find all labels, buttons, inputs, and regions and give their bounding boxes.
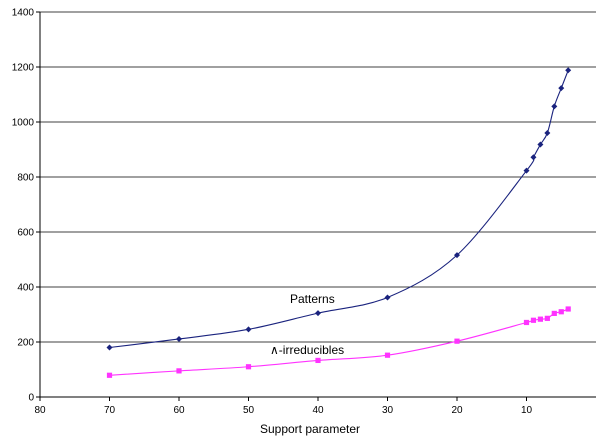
x-axis-title: Support parameter	[260, 422, 360, 436]
x-tick-label: 40	[312, 405, 324, 416]
data-point-irreducibles	[454, 338, 460, 344]
data-point-patterns	[384, 294, 391, 301]
data-point-patterns	[551, 103, 558, 110]
x-tick-label: 50	[243, 405, 255, 416]
y-tick-label: 800	[17, 173, 34, 184]
data-point-irreducibles	[176, 368, 182, 374]
axes	[36, 11, 596, 401]
tick-labels: 0 200 400 600 800 1000 1200 1400 80 70 60 50 40 30 20 1…	[12, 8, 533, 417]
data-point-patterns	[245, 326, 252, 333]
x-tick-label: 80	[34, 405, 46, 416]
y-tick-label: 200	[17, 338, 34, 349]
x-tick-label: 20	[451, 405, 463, 416]
data-point-irreducibles	[544, 315, 550, 321]
data-point-irreducibles	[315, 357, 321, 364]
data-point-patterns	[530, 154, 537, 161]
data-point-patterns	[565, 67, 572, 74]
series-line-0	[109, 70, 569, 349]
data-point-irreducibles	[558, 309, 564, 315]
data-point-irreducibles	[523, 319, 530, 326]
data-point-irreducibles	[530, 317, 537, 323]
x-tick-label: 10	[521, 405, 533, 416]
x-tick-label: 70	[104, 405, 116, 416]
x-tick-label: 60	[173, 405, 185, 416]
y-tick-label: 600	[17, 228, 34, 239]
data-point-irreducibles	[565, 306, 571, 312]
y-tick-label: 1400	[12, 8, 35, 19]
data-point-patterns	[176, 335, 182, 342]
data-point-patterns	[523, 167, 530, 174]
data-point-irreducibles	[106, 372, 113, 378]
annotation-patterns: Patterns	[290, 292, 335, 306]
data-point-patterns	[106, 344, 113, 351]
data-point-patterns	[315, 310, 321, 317]
gridlines	[40, 11, 596, 343]
annotation-irreducibles: ∧-irreducibles	[270, 343, 344, 357]
data-point-patterns	[454, 252, 460, 259]
data-point-patterns	[544, 130, 551, 136]
y-tick-label: 400	[17, 283, 34, 294]
y-tick-label: 1000	[12, 118, 35, 129]
data-point-patterns	[558, 85, 565, 92]
y-tick-label: 1200	[12, 63, 35, 74]
x-tick-label: 30	[382, 405, 394, 416]
data-point-irreducibles	[537, 316, 543, 322]
series-layer	[106, 67, 572, 378]
y-tick-label: 0	[28, 393, 34, 404]
data-point-irreducibles	[245, 364, 252, 370]
data-point-irreducibles	[384, 352, 391, 358]
data-point-patterns	[537, 141, 544, 148]
data-point-irreducibles	[551, 310, 557, 316]
